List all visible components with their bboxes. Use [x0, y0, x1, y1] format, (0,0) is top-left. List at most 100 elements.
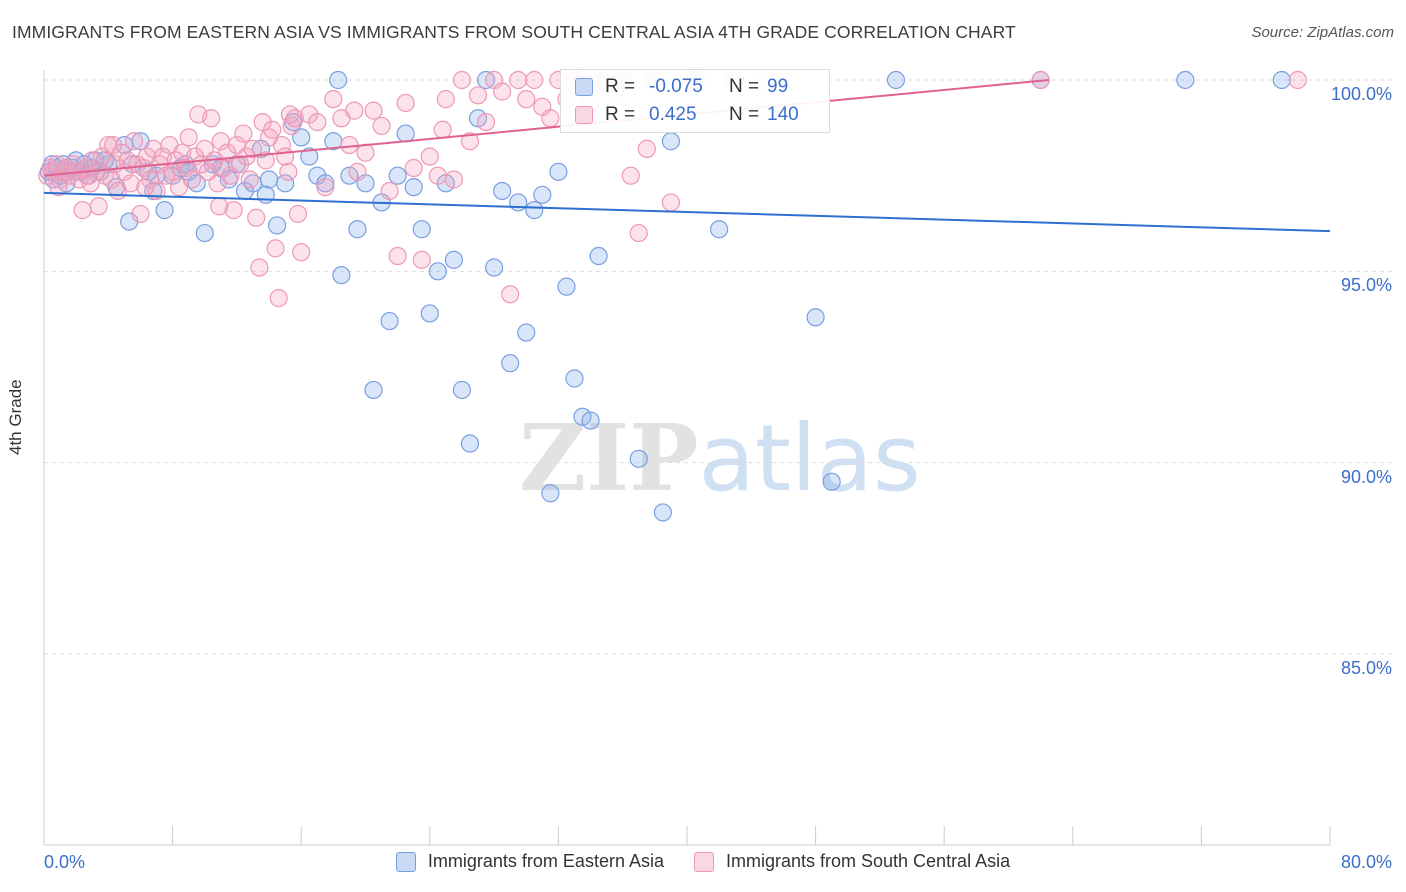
- watermark: ZIPatlas: [519, 404, 921, 512]
- point-eastern-asia: [364, 380, 383, 400]
- legend-r-value: 0.425: [649, 104, 697, 125]
- point-eastern-asia: [195, 223, 214, 243]
- point-south-central-asia: [202, 109, 221, 128]
- point-south-central-asia: [345, 101, 364, 120]
- legend-item-south-central-asia[interactable]: Immigrants from South Central Asia: [693, 851, 1010, 872]
- point-south-central-asia: [493, 82, 512, 101]
- point-south-central-asia: [136, 178, 155, 197]
- point-south-central-asia: [89, 197, 108, 216]
- point-south-central-asia: [324, 90, 343, 109]
- point-south-central-asia: [364, 101, 383, 120]
- point-south-central-asia: [404, 158, 423, 178]
- point-eastern-asia: [329, 70, 348, 90]
- trend-line-eastern-asia: [43, 191, 1331, 233]
- point-south-central-asia: [234, 124, 253, 143]
- point-south-central-asia: [121, 174, 140, 193]
- point-south-central-asia: [70, 170, 89, 189]
- point-south-central-asia: [1288, 70, 1307, 90]
- point-south-central-asia: [348, 162, 367, 181]
- point-eastern-asia: [1272, 70, 1291, 90]
- legend-swatch-blue: [575, 78, 593, 96]
- point-south-central-asia: [269, 289, 288, 308]
- point-south-central-asia: [210, 197, 229, 216]
- point-south-central-asia: [243, 139, 263, 158]
- point-eastern-asia: [348, 220, 367, 239]
- point-south-central-asia: [224, 201, 243, 220]
- legend-swatch-blue: [395, 851, 416, 872]
- point-eastern-asia: [822, 472, 841, 491]
- point-south-central-asia: [280, 105, 300, 124]
- point-south-central-asia: [356, 143, 375, 162]
- chart-source: Source: ZipAtlas.com: [1251, 24, 1394, 41]
- point-eastern-asia: [460, 434, 480, 453]
- point-eastern-asia: [541, 484, 560, 503]
- point-south-central-asia: [276, 147, 295, 166]
- point-eastern-asia: [806, 308, 825, 327]
- point-eastern-asia: [404, 178, 423, 197]
- legend-n-label: N =: [729, 76, 760, 97]
- legend-label: Immigrants from Eastern Asia: [427, 851, 664, 871]
- legend-n-label: N =: [729, 104, 760, 125]
- point-south-central-asia: [263, 120, 282, 139]
- legend-n-value: 99: [767, 76, 789, 97]
- point-south-central-asia: [81, 174, 100, 193]
- series-legend: Immigrants from Eastern Asia Immigrants …: [0, 851, 1406, 872]
- point-south-central-asia: [250, 258, 269, 277]
- point-eastern-asia: [653, 503, 672, 522]
- point-eastern-asia: [565, 369, 584, 388]
- stats-legend-row-south-central-asia: R = 0.425 N = 140: [575, 102, 799, 128]
- y-tick-label: 90.0%: [1340, 466, 1392, 487]
- point-south-central-asia: [428, 166, 447, 185]
- point-eastern-asia: [525, 201, 544, 220]
- legend-swatch-pink: [693, 851, 714, 872]
- point-eastern-asia: [493, 181, 512, 201]
- point-eastern-asia: [710, 220, 729, 239]
- point-eastern-asia: [581, 411, 600, 430]
- point-south-central-asia: [525, 70, 544, 90]
- point-south-central-asia: [49, 178, 68, 197]
- point-eastern-asia: [316, 174, 335, 193]
- point-eastern-asia: [485, 258, 504, 277]
- point-south-central-asia: [637, 139, 656, 158]
- point-eastern-asia: [444, 250, 464, 269]
- point-eastern-asia: [267, 216, 287, 235]
- legend-n-value: 140: [767, 104, 799, 125]
- point-eastern-asia: [533, 185, 552, 204]
- legend-r-label: R =: [605, 104, 636, 125]
- point-eastern-asia: [509, 193, 528, 212]
- stats-legend: R = -0.075 N = 99 R = 0.425 N = 140: [560, 69, 830, 133]
- point-south-central-asia: [182, 170, 201, 189]
- trend-lines: [43, 79, 1331, 233]
- point-south-central-asia: [104, 135, 123, 155]
- point-south-central-asia: [460, 132, 480, 151]
- point-eastern-asia: [549, 162, 568, 181]
- trend-line-south-central-asia: [43, 79, 1049, 177]
- point-eastern-asia: [1176, 70, 1195, 90]
- point-eastern-asia: [155, 201, 174, 220]
- point-eastern-asia: [396, 124, 415, 143]
- x-tick-label-max: 80.0%: [1340, 852, 1392, 872]
- x-tick-label-min: 0.0%: [44, 852, 86, 872]
- point-south-central-asia: [288, 204, 308, 224]
- point-south-central-asia: [292, 243, 311, 262]
- y-tick-label: 95.0%: [1340, 275, 1392, 296]
- chart-title: IMMIGRANTS FROM EASTERN ASIA VS IMMIGRAN…: [12, 22, 1016, 42]
- point-south-central-asia: [279, 162, 298, 181]
- point-south-central-asia: [73, 201, 92, 220]
- legend-r-value: -0.075: [649, 76, 703, 97]
- point-eastern-asia: [412, 220, 431, 239]
- point-eastern-asia: [557, 277, 576, 296]
- point-south-central-asia: [436, 90, 455, 109]
- point-eastern-asia: [886, 70, 906, 90]
- point-south-central-asia: [124, 132, 144, 151]
- legend-item-eastern-asia[interactable]: Immigrants from Eastern Asia: [395, 851, 664, 872]
- point-south-central-asia: [621, 166, 640, 185]
- y-tick-label: 100.0%: [1330, 84, 1392, 104]
- point-south-central-asia: [396, 93, 415, 113]
- point-eastern-asia: [256, 185, 275, 204]
- point-south-central-asia: [420, 147, 439, 166]
- point-south-central-asia: [131, 204, 150, 224]
- point-south-central-asia: [468, 86, 488, 105]
- point-south-central-asia: [247, 208, 266, 227]
